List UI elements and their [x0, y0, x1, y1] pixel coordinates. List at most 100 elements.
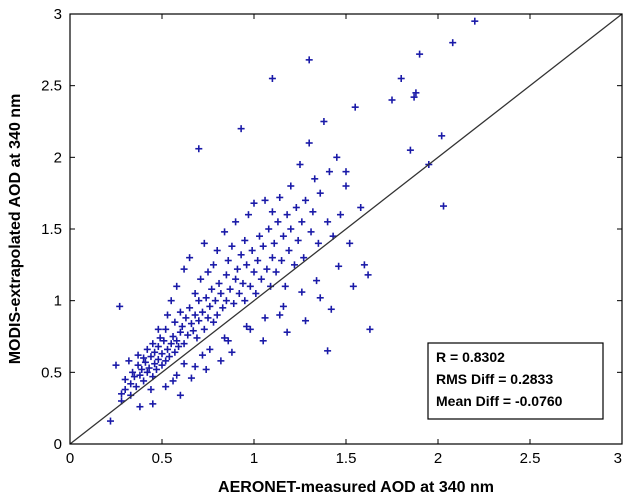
data-point — [164, 311, 172, 319]
data-point — [274, 218, 282, 226]
data-point — [237, 251, 245, 259]
data-point — [165, 353, 173, 361]
data-point — [270, 239, 278, 247]
data-point — [285, 247, 293, 254]
data-point — [278, 257, 286, 265]
data-point — [241, 236, 249, 244]
data-point — [268, 75, 276, 82]
data-point — [171, 348, 179, 356]
data-point — [173, 337, 181, 345]
data-point — [217, 290, 225, 297]
x-tick-label: 0.5 — [152, 450, 173, 467]
data-point — [226, 285, 234, 293]
x-tick-label: 2 — [434, 450, 442, 467]
data-point — [147, 353, 155, 361]
data-point — [200, 325, 208, 333]
data-point — [256, 232, 264, 240]
data-point — [202, 294, 210, 302]
data-point — [187, 320, 195, 328]
data-point — [127, 380, 135, 388]
data-point — [158, 361, 166, 369]
data-point — [346, 239, 354, 247]
data-point — [287, 182, 295, 190]
data-point — [309, 208, 317, 216]
y-tick-label: 0.5 — [41, 364, 62, 381]
data-point — [167, 340, 175, 348]
data-point — [132, 383, 140, 391]
data-point — [215, 279, 223, 287]
data-point — [296, 161, 304, 168]
data-point — [162, 357, 170, 365]
data-point — [406, 146, 414, 154]
data-point — [134, 351, 142, 359]
data-point — [118, 390, 126, 398]
data-point — [224, 337, 232, 345]
data-point — [169, 377, 177, 385]
data-point — [279, 232, 287, 240]
data-point — [333, 153, 341, 161]
y-tick-label: 1 — [54, 293, 62, 310]
data-point — [121, 376, 129, 383]
data-point — [162, 383, 170, 391]
data-point — [300, 254, 308, 262]
x-tick-label: 2.5 — [520, 450, 541, 467]
data-point — [279, 302, 287, 310]
data-point — [342, 168, 350, 176]
data-point — [261, 314, 269, 322]
data-point — [316, 294, 324, 302]
data-point — [250, 268, 258, 276]
data-point — [206, 302, 214, 310]
data-point — [281, 282, 289, 290]
data-point — [210, 261, 218, 269]
y-tick-label: 2 — [54, 149, 62, 166]
data-point — [210, 318, 218, 326]
data-point — [324, 218, 332, 226]
data-point — [320, 118, 328, 125]
y-axis-label: MODIS-extrapolated AOD at 340 nm — [7, 94, 24, 365]
data-point — [197, 275, 205, 283]
data-point — [349, 282, 357, 290]
data-point — [156, 334, 164, 342]
data-point — [180, 360, 188, 368]
data-point — [191, 311, 199, 319]
stats-mean-diff: Mean Diff = -0.0760 — [436, 393, 563, 409]
data-point — [193, 334, 201, 342]
data-point — [217, 357, 225, 365]
data-point — [180, 340, 188, 348]
data-point — [364, 271, 372, 279]
x-axis-ticks: 0 0.5 1 1.5 2 2.5 3 — [66, 14, 623, 467]
data-point — [198, 308, 206, 316]
data-point — [116, 302, 124, 310]
data-point — [292, 204, 300, 211]
data-point — [248, 247, 256, 254]
data-point — [302, 196, 310, 204]
data-point — [195, 145, 203, 153]
data-point — [237, 125, 245, 133]
data-point — [257, 275, 265, 283]
data-point — [202, 365, 210, 373]
data-point — [261, 196, 269, 204]
data-point — [106, 417, 114, 425]
data-point — [252, 290, 260, 297]
x-axis-label: AERONET-measured AOD at 340 nm — [218, 479, 494, 496]
data-point — [268, 208, 276, 216]
data-point — [263, 265, 271, 273]
data-point — [235, 290, 243, 297]
data-point — [164, 345, 172, 353]
data-point — [112, 361, 120, 369]
data-point — [143, 345, 151, 353]
data-point — [351, 103, 359, 111]
data-point — [145, 364, 153, 372]
data-point — [184, 331, 192, 339]
data-point — [246, 282, 254, 290]
data-point — [410, 93, 418, 101]
data-point — [191, 363, 199, 371]
data-point — [125, 357, 133, 365]
data-point — [246, 325, 254, 333]
stats-box: R = 0.8302 RMS Diff = 0.2833 Mean Diff =… — [427, 342, 604, 420]
data-point — [213, 311, 221, 319]
data-point — [259, 242, 267, 250]
data-point — [186, 254, 194, 262]
y-tick-label: 0 — [54, 436, 62, 453]
